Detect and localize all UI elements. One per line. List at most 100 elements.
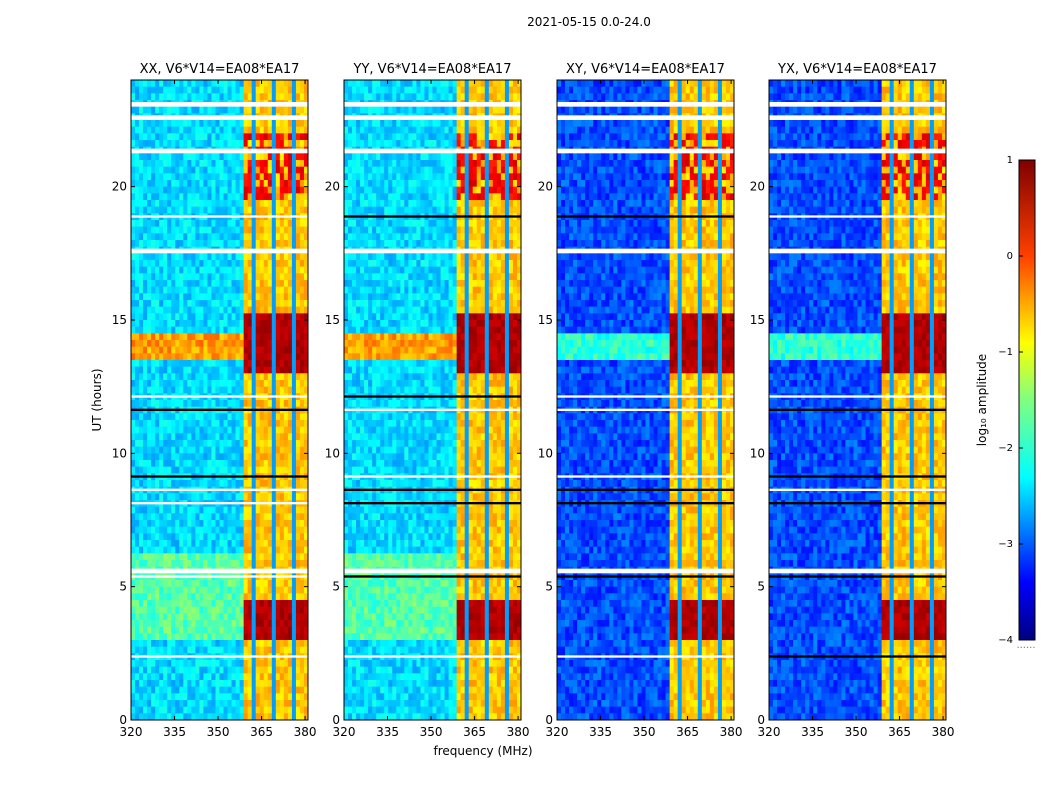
heatmap-cell [219,666,224,674]
heatmap-cell [235,293,241,301]
heatmap-cell [223,606,228,614]
heatmap-cell [243,413,249,421]
heatmap-cell [227,373,232,381]
heatmap-cell [392,80,397,88]
heatmap-cell [159,346,164,354]
heatmap-cell [424,153,429,161]
heatmap-cell [223,133,228,141]
heatmap-cell [179,220,184,228]
heatmap-cell [155,640,160,648]
heatmap-cell [199,453,204,461]
heatmap-cell [163,266,168,274]
heatmap-cell [171,166,176,174]
heatmap-cell [255,686,261,694]
heatmap-cell [448,106,454,114]
heatmap-cell [303,166,308,174]
heatmap-cell [223,273,228,281]
heatmap-cell [183,233,188,241]
heatmap-cell [219,413,224,421]
heatmap-cell [199,186,204,194]
heatmap-cell [179,460,184,468]
heatmap-cell [147,173,152,181]
heatmap-cell [235,366,241,374]
heatmap-cell [163,233,168,241]
heatmap-cell [279,560,285,568]
heatmap-cell [211,226,216,234]
heatmap-cell [159,506,164,514]
heatmap-cell [500,160,506,168]
heatmap-cell [179,553,184,561]
heatmap-cell [472,126,478,134]
heatmap-cell [255,173,261,181]
heatmap-cell [211,700,216,708]
heatmap-cell [195,240,200,248]
heatmap-cell [215,106,220,114]
heatmap-cell [227,633,232,641]
heatmap-cell [492,86,498,94]
heatmap-cell [139,180,144,188]
heatmap-cell [207,580,212,588]
heatmap-cell [143,153,148,161]
heatmap-cell [203,380,208,388]
heatmap-cell [267,613,273,621]
heatmap-cell [131,273,136,281]
heatmap-cell [263,173,269,181]
heatmap-cell [251,466,257,474]
heatmap-cell [207,606,212,614]
heatmap-cell [384,180,389,188]
heatmap-cell [159,580,164,588]
heatmap-cell [163,253,168,261]
heatmap-cell [420,166,425,174]
heatmap-cell [147,413,152,421]
heatmap-cell [187,166,192,174]
heatmap-cell [207,126,212,134]
heatmap-cell [191,626,196,634]
heatmap-cell [135,513,140,521]
heatmap-cell [440,133,445,141]
heatmap-cell [263,226,269,234]
heatmap-cell [159,186,164,194]
heatmap-cell [283,533,289,541]
heatmap-cell [191,373,196,381]
heatmap-cell [263,133,269,141]
heatmap-cell [191,260,196,268]
heatmap-cell [175,413,180,421]
heatmap-cell [239,400,245,408]
heatmap-cell [255,506,261,514]
heatmap-cell [283,360,289,368]
heatmap-cell [263,553,269,561]
heatmap-cell [219,140,224,148]
heatmap-cell [135,633,140,641]
heatmap-cell [255,193,261,201]
heatmap-cell [203,286,208,294]
heatmap-cell [275,366,281,374]
heatmap-cell [303,580,308,588]
heatmap-cell [279,660,285,668]
heatmap-cell [456,86,462,94]
heatmap-cell [151,240,156,248]
heatmap-cell [135,153,140,161]
heatmap-cell [432,140,437,148]
heatmap-cell [147,540,152,548]
heatmap-cell [147,706,152,714]
heatmap-cell [151,380,156,388]
heatmap-cell [480,86,486,94]
heatmap-cell [223,160,228,168]
heatmap-cell [211,613,216,621]
heatmap-cell [187,106,192,114]
heatmap-cell [275,600,281,608]
heatmap-cell [267,220,273,228]
heatmap-cell [159,453,164,461]
heatmap-cell [263,253,269,261]
heatmap-cell [135,373,140,381]
heatmap-cell [159,180,164,188]
heatmap-cell [420,126,425,134]
heatmap-cell [207,553,212,561]
heatmap-cell [235,386,241,394]
heatmap-cell [283,593,289,601]
heatmap-cell [275,453,281,461]
heatmap-cell [267,400,273,408]
heatmap-cell [167,233,172,241]
heatmap-cell [255,626,261,634]
heatmap-cell [187,373,192,381]
